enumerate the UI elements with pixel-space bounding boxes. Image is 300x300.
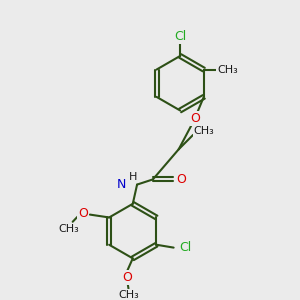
Text: N: N bbox=[117, 178, 126, 191]
Text: O: O bbox=[190, 112, 200, 125]
Text: CH₃: CH₃ bbox=[217, 64, 238, 75]
Text: O: O bbox=[176, 173, 186, 186]
Text: O: O bbox=[122, 271, 132, 284]
Text: H: H bbox=[129, 172, 137, 182]
Text: Cl: Cl bbox=[179, 241, 191, 254]
Text: CH₃: CH₃ bbox=[118, 290, 139, 300]
Text: Cl: Cl bbox=[174, 30, 186, 43]
Text: O: O bbox=[78, 207, 88, 220]
Text: CH₃: CH₃ bbox=[194, 127, 214, 136]
Text: CH₃: CH₃ bbox=[59, 224, 80, 234]
